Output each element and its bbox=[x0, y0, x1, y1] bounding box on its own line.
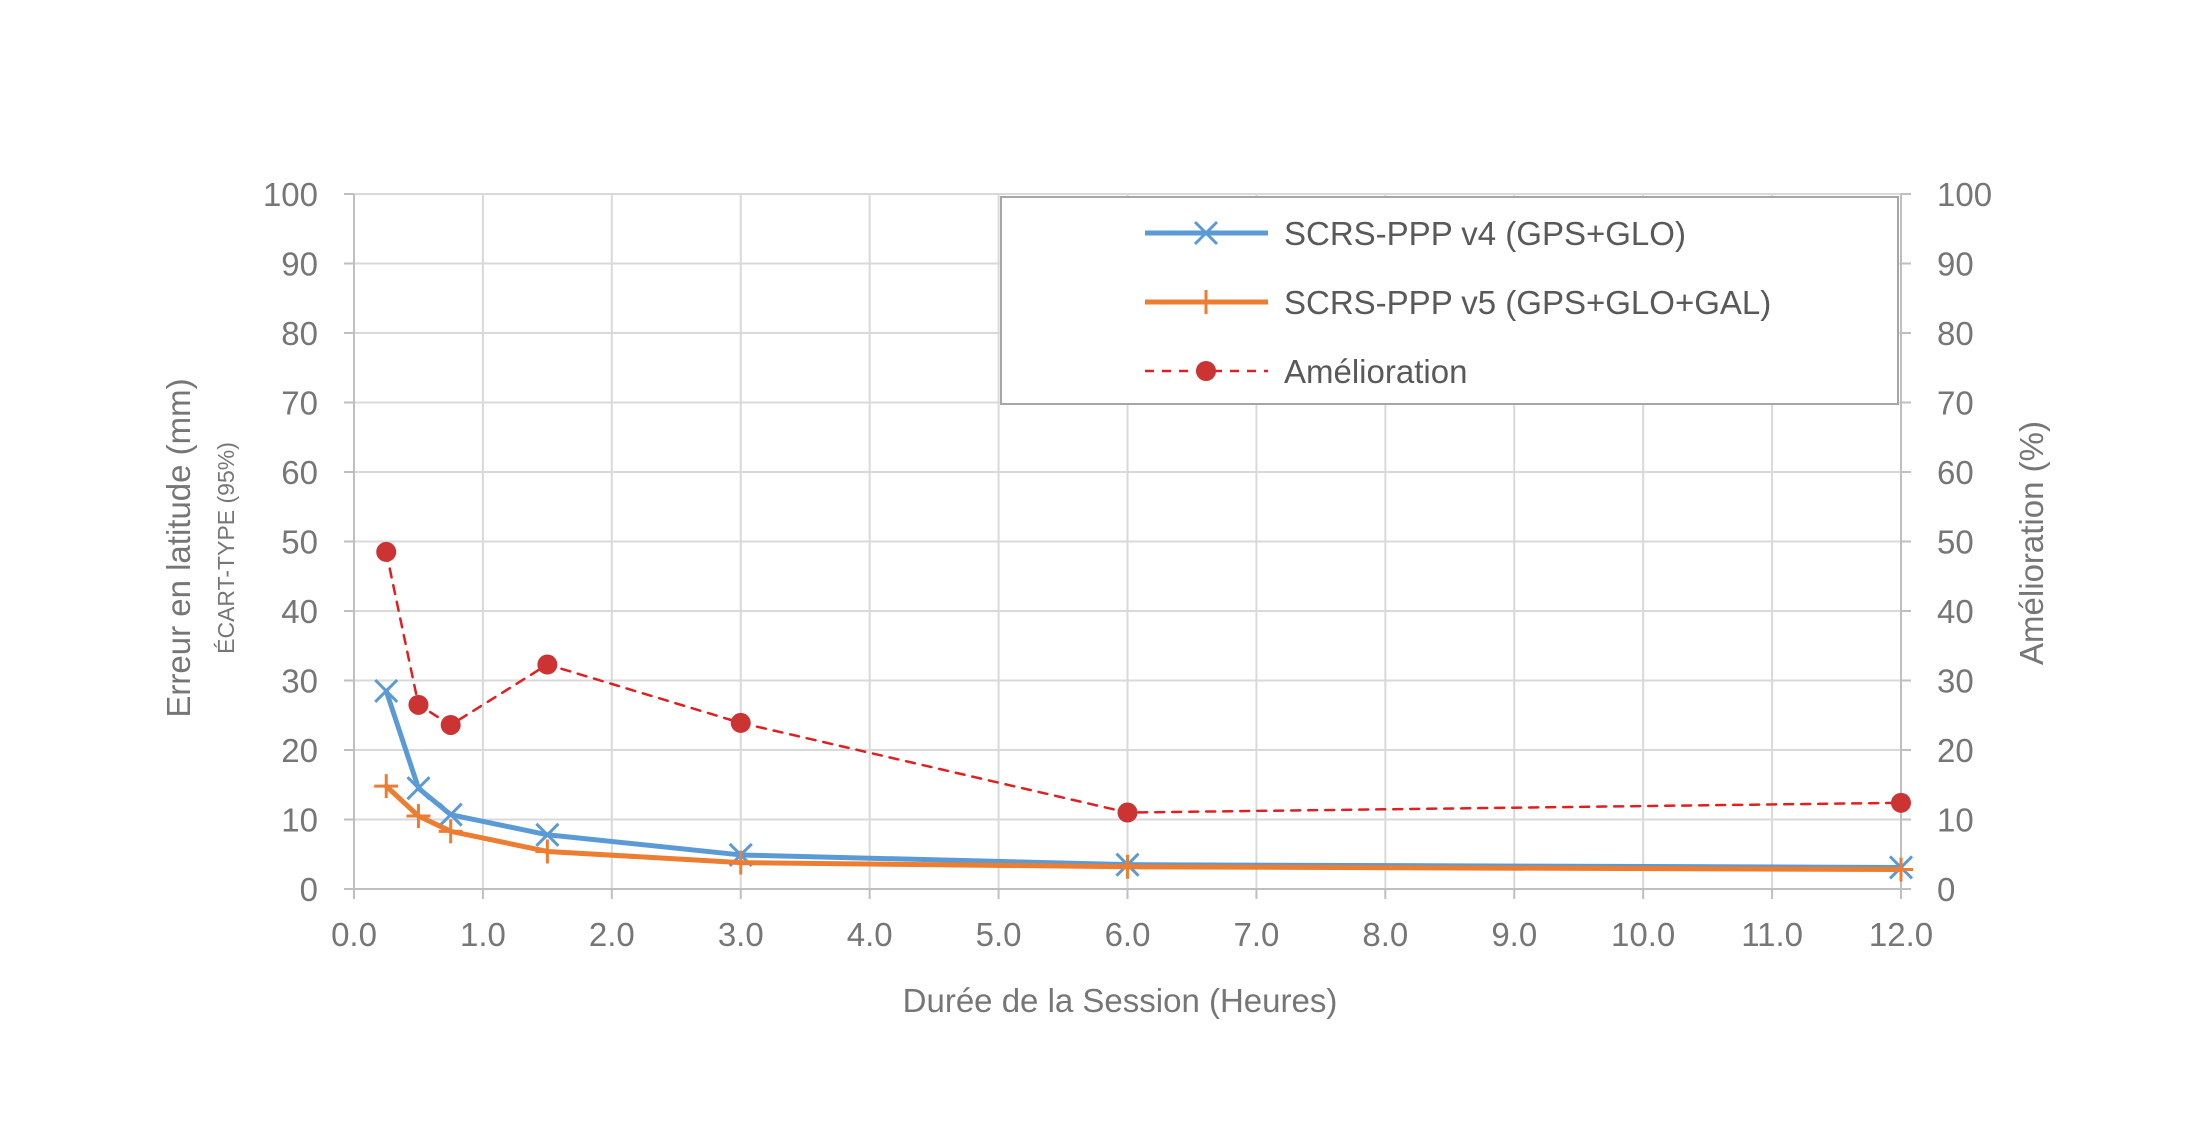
y-tick-label: 30 bbox=[281, 663, 318, 700]
y-tick-label: 10 bbox=[281, 802, 318, 839]
marker-stroke bbox=[535, 822, 560, 847]
legend: SCRS-PPP v4 (GPS+GLO) SCRS-PPP v5 (GPS+GL… bbox=[1000, 196, 1899, 405]
y-axis-title: Erreur en latitude (mm) bbox=[160, 378, 197, 717]
y2-tick-label: 80 bbox=[1937, 315, 1974, 352]
y-tick-label: 40 bbox=[281, 593, 318, 630]
data-point bbox=[374, 774, 399, 799]
y-tick-label: 90 bbox=[281, 246, 318, 283]
data-point bbox=[1117, 802, 1138, 823]
x-tick-label: 12.0 bbox=[1869, 916, 1933, 953]
y-tick-label: 50 bbox=[281, 524, 318, 561]
y2-tick-label: 70 bbox=[1937, 385, 1974, 422]
x-axis-title: Durée de la Session (Heures) bbox=[903, 982, 1338, 1019]
y2-tick-label: 40 bbox=[1937, 593, 1974, 630]
series-layer bbox=[374, 541, 1914, 882]
data-point bbox=[406, 804, 431, 829]
y2-tick-label: 0 bbox=[1937, 871, 1955, 908]
y2-tick-label: 20 bbox=[1937, 732, 1974, 769]
x-tick-label: 9.0 bbox=[1491, 916, 1537, 953]
y-tick-label: 70 bbox=[281, 385, 318, 422]
legend-swatch-marker bbox=[1196, 361, 1216, 381]
legend-label: Amélioration bbox=[1284, 353, 1467, 390]
legend-label: SCRS-PPP v5 (GPS+GLO+GAL) bbox=[1284, 284, 1771, 321]
x-tick-label: 7.0 bbox=[1233, 916, 1279, 953]
x-tick-label: 4.0 bbox=[847, 916, 893, 953]
data-point bbox=[535, 839, 560, 864]
legend-item-2: SCRS-PPP v5 (GPS+GLO+GAL) bbox=[1145, 284, 1771, 321]
data-point bbox=[1891, 792, 1911, 813]
data-point bbox=[728, 850, 753, 875]
series-3 bbox=[376, 541, 1911, 823]
legend-swatch-marker bbox=[1193, 220, 1219, 246]
data-point bbox=[440, 714, 461, 735]
data-point bbox=[438, 819, 463, 844]
marker-stroke bbox=[374, 678, 399, 703]
x-tick-label: 11.0 bbox=[1741, 916, 1803, 953]
y-tick-label: 100 bbox=[263, 176, 318, 213]
series-line bbox=[383, 688, 1904, 870]
y-tick-label: 0 bbox=[300, 871, 318, 908]
marker-stroke bbox=[438, 802, 463, 827]
series-line bbox=[383, 783, 1904, 873]
data-point bbox=[406, 776, 431, 801]
data-point bbox=[1115, 854, 1140, 879]
data-point bbox=[408, 694, 429, 715]
x-tick-label: 1.0 bbox=[460, 916, 506, 953]
y-tick-label: 80 bbox=[281, 315, 318, 352]
x-tick-label: 10.0 bbox=[1611, 916, 1675, 953]
y2-axis-title: Amélioration (%) bbox=[2013, 421, 2050, 665]
y2-tick-label: 30 bbox=[1937, 663, 1974, 700]
data-point bbox=[374, 678, 399, 703]
legend-swatch-marker bbox=[1194, 290, 1218, 314]
x-tick-label: 6.0 bbox=[1105, 916, 1151, 953]
y2-tick-label: 50 bbox=[1937, 524, 1974, 561]
data-point bbox=[376, 541, 397, 562]
data-point bbox=[730, 712, 751, 733]
marker-stroke bbox=[406, 776, 431, 801]
x-tick-label: 3.0 bbox=[718, 916, 764, 953]
series-line bbox=[384, 550, 1903, 814]
y-axis-subtitle: ÉCART-TYPE (95%) bbox=[213, 442, 239, 654]
series-1 bbox=[374, 678, 1914, 880]
axes: 0.0 1.0 2.0 3.0 4.0 5.0 6.0 7.0 8.0 9.0 10.0 11.0 12… bbox=[263, 176, 1992, 953]
x-tick-label: 5.0 bbox=[976, 916, 1022, 953]
x-tick-label: 8.0 bbox=[1362, 916, 1408, 953]
data-point bbox=[1889, 857, 1913, 882]
y2-tick-label: 90 bbox=[1937, 246, 1974, 283]
marker-stroke bbox=[1193, 220, 1219, 246]
legend-item-1: SCRS-PPP v4 (GPS+GLO) bbox=[1145, 215, 1686, 252]
y2-tick-label: 100 bbox=[1937, 176, 1992, 213]
legend-item-3: Amélioration bbox=[1145, 353, 1467, 390]
data-point bbox=[537, 654, 558, 675]
data-point bbox=[535, 822, 560, 847]
y-tick-label: 60 bbox=[281, 454, 318, 491]
y-tick-label: 20 bbox=[281, 732, 318, 769]
x-tick-label: 0.0 bbox=[331, 916, 377, 953]
axis-labels: Durée de la Session (Heures) Erreur en l… bbox=[160, 378, 2050, 1019]
x-tick-label: 2.0 bbox=[589, 916, 635, 953]
y2-tick-label: 10 bbox=[1937, 802, 1974, 839]
legend-label: SCRS-PPP v4 (GPS+GLO) bbox=[1284, 215, 1686, 252]
series-2 bbox=[374, 774, 1913, 882]
data-point bbox=[438, 802, 463, 827]
y2-tick-label: 60 bbox=[1937, 454, 1974, 491]
